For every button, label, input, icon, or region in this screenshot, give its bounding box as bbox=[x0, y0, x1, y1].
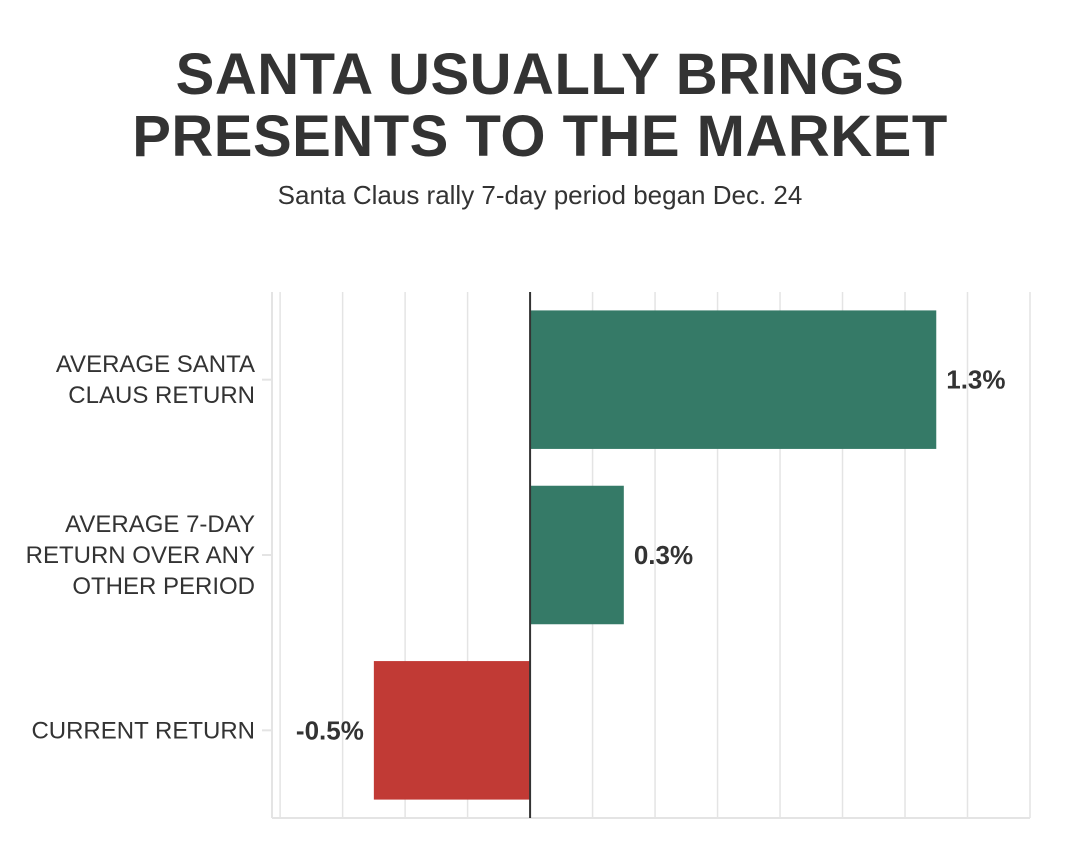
chart-title: SANTA USUALLY BRINGS PRESENTS TO THE MAR… bbox=[0, 44, 1080, 168]
data-label: 1.3% bbox=[946, 365, 1005, 395]
data-label: -0.5% bbox=[296, 715, 364, 745]
chart-title-line-2: PRESENTS TO THE MARKET bbox=[132, 104, 948, 169]
axis-layer bbox=[262, 292, 1030, 819]
category-label: AVERAGE SANTA CLAUS RETURN bbox=[56, 351, 255, 409]
category-label-line: AVERAGE 7-DAY bbox=[65, 511, 255, 538]
bars-layer bbox=[373, 310, 937, 800]
data-label: 0.3% bbox=[634, 540, 693, 570]
category-label: AVERAGE 7-DAY RETURN OVER ANY OTHER PERIOD bbox=[26, 511, 255, 600]
labels-layer: 1.3% AVERAGE SANTA CLAUS RETURN 0.3% AVERAGE… bbox=[26, 292, 1006, 818]
chart-subtitle: Santa Claus rally 7-day period began Dec… bbox=[277, 180, 803, 210]
category-label-line: OTHER PERIOD bbox=[72, 573, 255, 600]
category-label: CURRENT RETURN bbox=[31, 717, 255, 744]
bar bbox=[530, 485, 624, 625]
chart-title-line-1: SANTA USUALLY BRINGS bbox=[175, 42, 905, 107]
category-label-line: CURRENT RETURN bbox=[31, 717, 255, 744]
bar bbox=[530, 310, 937, 449]
bar bbox=[373, 661, 531, 800]
category-label-line: RETURN OVER ANY bbox=[26, 542, 255, 569]
category-label-line: AVERAGE SANTA bbox=[56, 351, 255, 378]
category-label-line: CLAUS RETURN bbox=[68, 382, 255, 409]
